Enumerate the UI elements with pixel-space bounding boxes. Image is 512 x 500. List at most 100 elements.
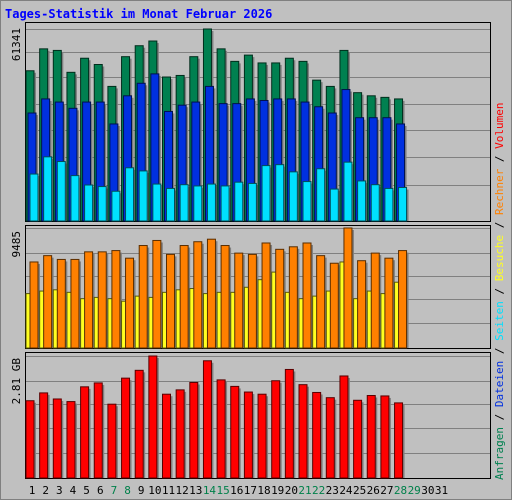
bar-volumen-day-3	[52, 398, 64, 479]
day-label-4: 4	[70, 484, 77, 497]
day-label-29: 29	[408, 484, 421, 497]
bar-rechner-day-26-fill	[370, 252, 380, 349]
bar-volumen-day-15-fill	[216, 379, 226, 479]
bar-volumen-day-15	[216, 379, 228, 479]
bar-volumen-day-22-fill	[312, 391, 322, 479]
bar-volumen-day-9-fill	[134, 369, 144, 479]
bar-volumen-day-27	[380, 395, 391, 479]
bar-volumen-day-21	[298, 384, 309, 479]
bar-volumen-day-1	[25, 400, 36, 479]
bar-seiten-day-2-fill	[43, 156, 53, 222]
bar-volumen-day-7	[107, 403, 118, 479]
bar-volumen-day-5	[80, 386, 91, 479]
bar-seiten-day-28	[398, 187, 409, 222]
panel-bottom-ymax-label: 2.81 GB	[10, 358, 23, 405]
bar-volumen-day-19-fill	[271, 380, 281, 479]
bar-rechner-day-27	[384, 257, 395, 349]
bar-rechner-day-14	[206, 238, 218, 349]
bar-seiten-day-17-fill	[247, 182, 257, 222]
legend-vertical: Anfragen / Dateien / Seiten / Besuche / …	[493, 102, 506, 480]
bar-rechner-day-2-fill	[43, 255, 53, 349]
bar-volumen-day-9	[134, 369, 146, 479]
bar-volumen-day-4-fill	[66, 401, 76, 479]
bar-volumen-day-7-fill	[107, 403, 117, 479]
bar-rechner-day-9-fill	[138, 245, 148, 349]
bar-seiten-day-12	[179, 184, 191, 222]
bar-rechner-day-4-fill	[70, 258, 80, 349]
day-label-27: 27	[380, 484, 393, 497]
bar-seiten-day-12-fill	[179, 184, 189, 222]
day-label-14: 14	[203, 484, 217, 497]
panel-middle: 9485	[10, 225, 491, 349]
bar-seiten-day-23	[329, 188, 341, 222]
bar-volumen-day-2-fill	[39, 392, 49, 479]
bar-volumen-day-4	[66, 401, 77, 479]
panel-bottom-bars	[25, 355, 405, 479]
bar-rechner-day-10	[152, 239, 163, 349]
day-label-25: 25	[353, 484, 366, 497]
bar-volumen-day-20-fill	[284, 368, 294, 479]
bar-seiten-day-22	[316, 168, 327, 222]
legend-part-0: Anfragen	[493, 427, 506, 480]
bar-seiten-day-16-fill	[234, 181, 244, 222]
bar-seiten-day-27-fill	[384, 187, 394, 222]
bar-seiten-day-21-fill	[302, 181, 312, 222]
bar-volumen-day-2	[39, 392, 50, 479]
bar-seiten-day-5-fill	[84, 184, 94, 222]
bar-rechner-day-6	[97, 251, 109, 349]
bar-rechner-day-27-fill	[384, 257, 394, 349]
bar-rechner-day-24	[343, 227, 354, 349]
bar-volumen-day-17	[243, 391, 255, 479]
bar-rechner-day-9	[138, 245, 150, 349]
bar-rechner-day-17	[247, 253, 259, 349]
bar-volumen-day-23	[325, 397, 337, 479]
bar-seiten-day-21	[302, 181, 313, 222]
day-label-21: 21	[298, 484, 311, 497]
bar-rechner-day-13	[193, 241, 204, 349]
bar-seiten-day-6-fill	[97, 186, 107, 222]
bar-volumen-day-14-fill	[202, 360, 212, 479]
bar-volumen-day-12	[175, 389, 187, 479]
bar-volumen-day-13-fill	[189, 381, 199, 479]
bar-seiten-day-4	[70, 175, 81, 222]
bar-rechner-day-7	[111, 250, 122, 349]
bar-seiten-day-9-fill	[138, 170, 148, 222]
bar-rechner-day-12	[179, 245, 191, 349]
bar-rechner-day-25-fill	[357, 260, 367, 349]
legend-part-3: /	[493, 341, 506, 361]
bar-volumen-day-26	[366, 395, 378, 479]
bar-rechner-day-21	[302, 242, 313, 349]
bar-seiten-day-20-fill	[288, 171, 298, 222]
bar-seiten-day-15-fill	[220, 185, 230, 222]
day-label-3: 3	[56, 484, 63, 497]
bar-rechner-day-8	[125, 257, 136, 349]
bar-volumen-day-25-fill	[353, 399, 363, 479]
bar-rechner-day-12-fill	[179, 245, 189, 349]
day-label-10: 10	[148, 484, 161, 497]
bar-seiten-day-14	[206, 183, 218, 222]
day-label-7: 7	[111, 484, 118, 497]
day-label-17: 17	[244, 484, 257, 497]
bar-seiten-day-1	[29, 173, 40, 222]
bar-rechner-day-26	[370, 252, 382, 349]
bar-rechner-day-13-fill	[193, 241, 203, 349]
bar-volumen-day-16-fill	[230, 385, 240, 479]
bar-rechner-day-1	[29, 261, 40, 349]
bar-rechner-day-7-fill	[111, 250, 121, 349]
bar-seiten-day-10	[152, 183, 163, 222]
day-label-13: 13	[189, 484, 202, 497]
day-label-5: 5	[83, 484, 90, 497]
bar-rechner-day-5-fill	[84, 251, 94, 349]
bar-seiten-day-6	[97, 186, 109, 222]
bar-volumen-day-18-fill	[257, 393, 267, 479]
bar-rechner-day-19-fill	[275, 248, 285, 349]
bar-seiten-day-3-fill	[56, 161, 66, 222]
bar-seiten-day-22-fill	[316, 168, 326, 222]
bar-seiten-day-18-fill	[261, 165, 271, 222]
day-label-26: 26	[367, 484, 380, 497]
bar-volumen-day-18	[257, 393, 269, 479]
day-label-6: 6	[97, 484, 104, 497]
day-label-2: 2	[42, 484, 49, 497]
bar-volumen-day-13	[189, 381, 200, 479]
